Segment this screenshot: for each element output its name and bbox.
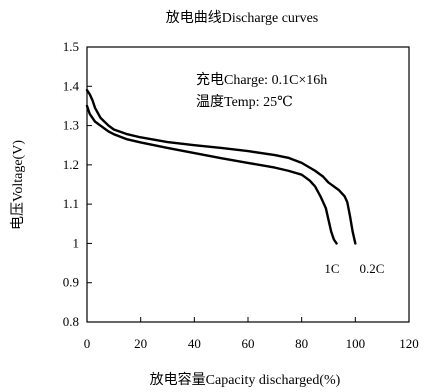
y-tick-label: 1.2 [63,157,79,172]
plot-frame [86,46,410,323]
x-tick-label: 80 [295,336,308,351]
y-axis-label: 电压Voltage(V) [10,140,26,230]
y-tick-label: 1.4 [63,78,80,93]
y-tick-label: 1.5 [63,39,79,54]
annotation-charge: 充电Charge: 0.1C×16h [196,72,327,88]
series-line-1c [85,104,338,245]
series-group [85,89,357,245]
series-label-0-2c: 0.2C [360,261,385,276]
y-tick-label: 0.8 [63,314,79,329]
x-axis-ticks: 0 20 40 60 80 100 120 [84,317,419,351]
x-tick-label: 0 [84,336,91,351]
annotation-temp: 温度Temp: 25℃ [196,94,293,110]
y-tick-label: 1 [73,235,80,250]
chart-title: 放电曲线Discharge curves [166,10,319,26]
series-line-0-2c [85,89,357,245]
y-axis-ticks: 0.8 0.9 1 1.1 1.2 1.3 1.4 1.5 [63,39,92,329]
x-axis-label: 放电容量Capacity discharged(%) [150,371,341,388]
x-tick-label: 40 [188,336,201,351]
x-tick-label: 100 [346,336,366,351]
y-tick-label: 0.9 [63,275,79,290]
x-tick-label: 60 [242,336,255,351]
series-label-1c: 1C [324,261,339,276]
y-tick-label: 1.3 [63,118,79,133]
y-tick-label: 1.1 [63,196,79,211]
x-tick-label: 120 [399,336,419,351]
x-tick-label: 20 [134,336,147,351]
